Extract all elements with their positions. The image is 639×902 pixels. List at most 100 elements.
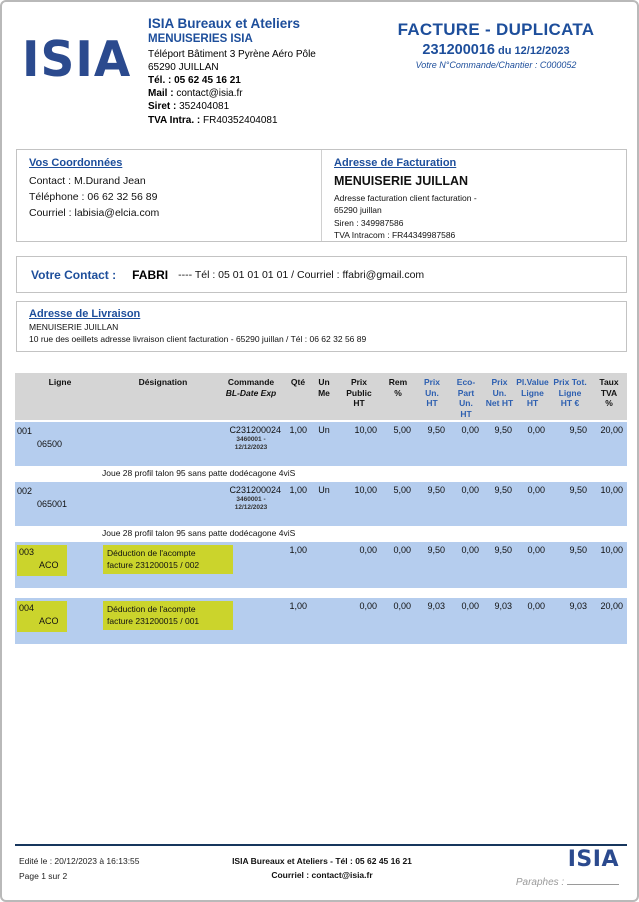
contact-bar-name: FABRI	[132, 267, 169, 282]
invoice-header: FACTURE - DUPLICATA 231200016 du 12/12/2…	[370, 20, 622, 70]
cell-commande: C231200024 3460001 -12/12/2023	[221, 481, 285, 526]
supplier-email: Mail : contact@isia.fr	[148, 87, 316, 100]
page-indicator: Page 1 sur 2	[19, 870, 68, 881]
billing-address-line2: 65290 juillan	[334, 205, 382, 216]
highlight-marker: Déduction de l'acompte facture 231200015…	[103, 544, 233, 575]
supplier-siret-label: Siret :	[148, 101, 180, 113]
cell-designation: Déduction de l'acompte facture 231200015…	[103, 597, 233, 644]
table-row-highlighted: 004 ACO Déduction de l'acompte facture 2…	[15, 597, 627, 644]
supplier-phone: Tél. : 05 62 45 16 21	[148, 74, 316, 87]
footer-company-info: ISIA Bureaux et Ateliers - Tél : 05 62 4…	[172, 854, 472, 883]
supplier-address-line1: Téléport Bâtiment 3 Pyrène Aéro Pôle	[148, 48, 316, 60]
invoice-order-reference: Votre N°Commande/Chantier : C000052	[415, 60, 577, 70]
cell-prix-public: 10,00	[337, 421, 381, 466]
spacer-row	[15, 419, 627, 422]
cell-prix-total: 9,50	[549, 541, 591, 588]
line-description: Joue 28 profil talon 95 sans patte dodéc…	[15, 525, 627, 542]
col-taux-tva: Taux TVA %	[591, 373, 627, 420]
cell-remise: 0,00	[381, 597, 415, 644]
customer-coordinates-section: Vos Coordonnées Contact : M.Durand Jean …	[17, 150, 322, 241]
invoice-date: du 12/12/2023	[494, 45, 570, 57]
date-exp: 12/12/2023	[234, 444, 268, 452]
table-row: 002 065001 C231200024 3460001 -12/12/202…	[15, 481, 627, 526]
col-ligne: Ligne	[15, 373, 103, 420]
cell-prix-un-net: 9,03	[483, 597, 516, 644]
cell-taux-tva: 10,00	[591, 541, 627, 588]
coordinates-phone: Téléphone : 06 62 32 56 89	[29, 190, 158, 203]
col-commande-main: Commande	[227, 377, 275, 387]
footer-divider	[15, 844, 627, 846]
delivery-company-name: MENUISERIE JUILLAN	[29, 322, 119, 332]
col-commande-sub: BL-Date Exp	[225, 387, 277, 398]
cell-eco-part: 0,00	[449, 597, 483, 644]
cell-prix-un-net: 9,50	[483, 481, 516, 526]
cell-eco-part: 0,00	[449, 541, 483, 588]
description-row: Joue 28 profil talon 95 sans patte dodéc…	[15, 525, 627, 542]
billing-address-line1: Adresse facturation client facturation -	[334, 193, 477, 203]
cell-qte: 1,00	[285, 597, 311, 644]
cell-prix-public: 10,00	[337, 481, 381, 526]
cell-prix-un-net: 9,50	[483, 541, 516, 588]
line-description: Joue 28 profil talon 95 sans patte dodéc…	[15, 465, 627, 482]
invoice-number-line: 231200016 du 12/12/2023	[370, 41, 622, 59]
initials-label: Paraphes :	[515, 877, 567, 888]
cell-plus-value: 0,00	[516, 421, 549, 466]
contact-bar-label: Votre Contact :	[31, 267, 117, 282]
supplier-siret: Siret : 352404081	[148, 100, 316, 113]
coordinates-email: Courriel : labisia@elcia.com	[29, 206, 160, 219]
description-row: Joue 28 profil talon 95 sans patte dodéc…	[15, 465, 627, 482]
cell-ligne: 003 ACO	[15, 541, 103, 588]
cell-prix-un-ht: 9,03	[415, 597, 449, 644]
coordinates-title: Vos Coordonnées	[29, 157, 123, 169]
cell-designation: Déduction de l'acompte facture 231200015…	[103, 541, 233, 588]
col-commande: Commande BL-Date Exp	[221, 373, 285, 420]
cell-taux-tva: 20,00	[591, 597, 627, 644]
supplier-block: ISIA Bureaux et Ateliers MENUISERIES ISI…	[148, 16, 316, 127]
col-unite: Un Me	[311, 373, 337, 420]
supplier-name: ISIA Bureaux et Ateliers	[148, 16, 301, 31]
supplier-tva: TVA Intra. : FR40352404081	[148, 114, 316, 127]
ligne-number: 002	[17, 485, 33, 496]
cell-remise: 5,00	[381, 481, 415, 526]
cell-taux-tva: 10,00	[591, 481, 627, 526]
edited-timestamp: Edité le : 20/12/2023 à 16:13:55	[19, 856, 140, 866]
initials-field: Paraphes :	[516, 875, 619, 888]
cell-ligne: 001 06500	[15, 421, 103, 466]
footer-company-line2: Courriel : contact@isia.fr	[271, 870, 373, 881]
parties-box: Vos Coordonnées Contact : M.Durand Jean …	[16, 149, 627, 242]
cell-unite	[311, 541, 337, 588]
ligne-number: 001	[17, 425, 33, 436]
ligne-code: ACO	[39, 560, 59, 570]
ligne-code: 065001	[37, 499, 68, 509]
cell-eco-part: 0,00	[449, 481, 483, 526]
cell-prix-un-net: 9,50	[483, 421, 516, 466]
designation-line2: facture 231200015 / 002	[107, 559, 200, 570]
col-prix-public: Prix Public HT	[337, 373, 381, 420]
invoice-lines-table: Ligne Désignation Commande BL-Date Exp Qt…	[15, 373, 627, 644]
col-qte: Qté	[285, 373, 311, 420]
supplier-address-line2: 65290 JUILLAN	[148, 61, 219, 73]
cell-plus-value: 0,00	[516, 481, 549, 526]
invoice-title: FACTURE - DUPLICATA	[397, 20, 595, 39]
cell-prix-public: 0,00	[337, 597, 381, 644]
cell-prix-total: 9,50	[549, 481, 591, 526]
designation-line2: facture 231200015 / 001	[107, 615, 200, 626]
commande-bl-date: 3460001 -12/12/2023	[221, 436, 281, 454]
billing-siren: Siren : 349987586	[334, 217, 404, 228]
date-exp: 12/12/2023	[234, 504, 268, 512]
ligne-code: ACO	[39, 616, 59, 626]
initials-blank-line	[567, 875, 619, 885]
company-logo: ISIA	[22, 30, 132, 89]
ligne-code: 06500	[37, 439, 63, 449]
billing-title: Adresse de Facturation	[334, 157, 457, 169]
cell-designation	[103, 481, 221, 526]
highlight-marker: Déduction de l'acompte facture 231200015…	[103, 600, 233, 631]
cell-unite	[311, 597, 337, 644]
designation-line1: Déduction de l'acompte	[107, 603, 196, 614]
cell-prix-public: 0,00	[337, 541, 381, 588]
ligne-number: 003	[19, 546, 35, 557]
cell-commande: C231200024 3460001 -12/12/2023	[221, 421, 285, 466]
table-row: 001 06500 C231200024 3460001 -12/12/2023…	[15, 421, 627, 466]
cell-prix-total: 9,03	[549, 597, 591, 644]
